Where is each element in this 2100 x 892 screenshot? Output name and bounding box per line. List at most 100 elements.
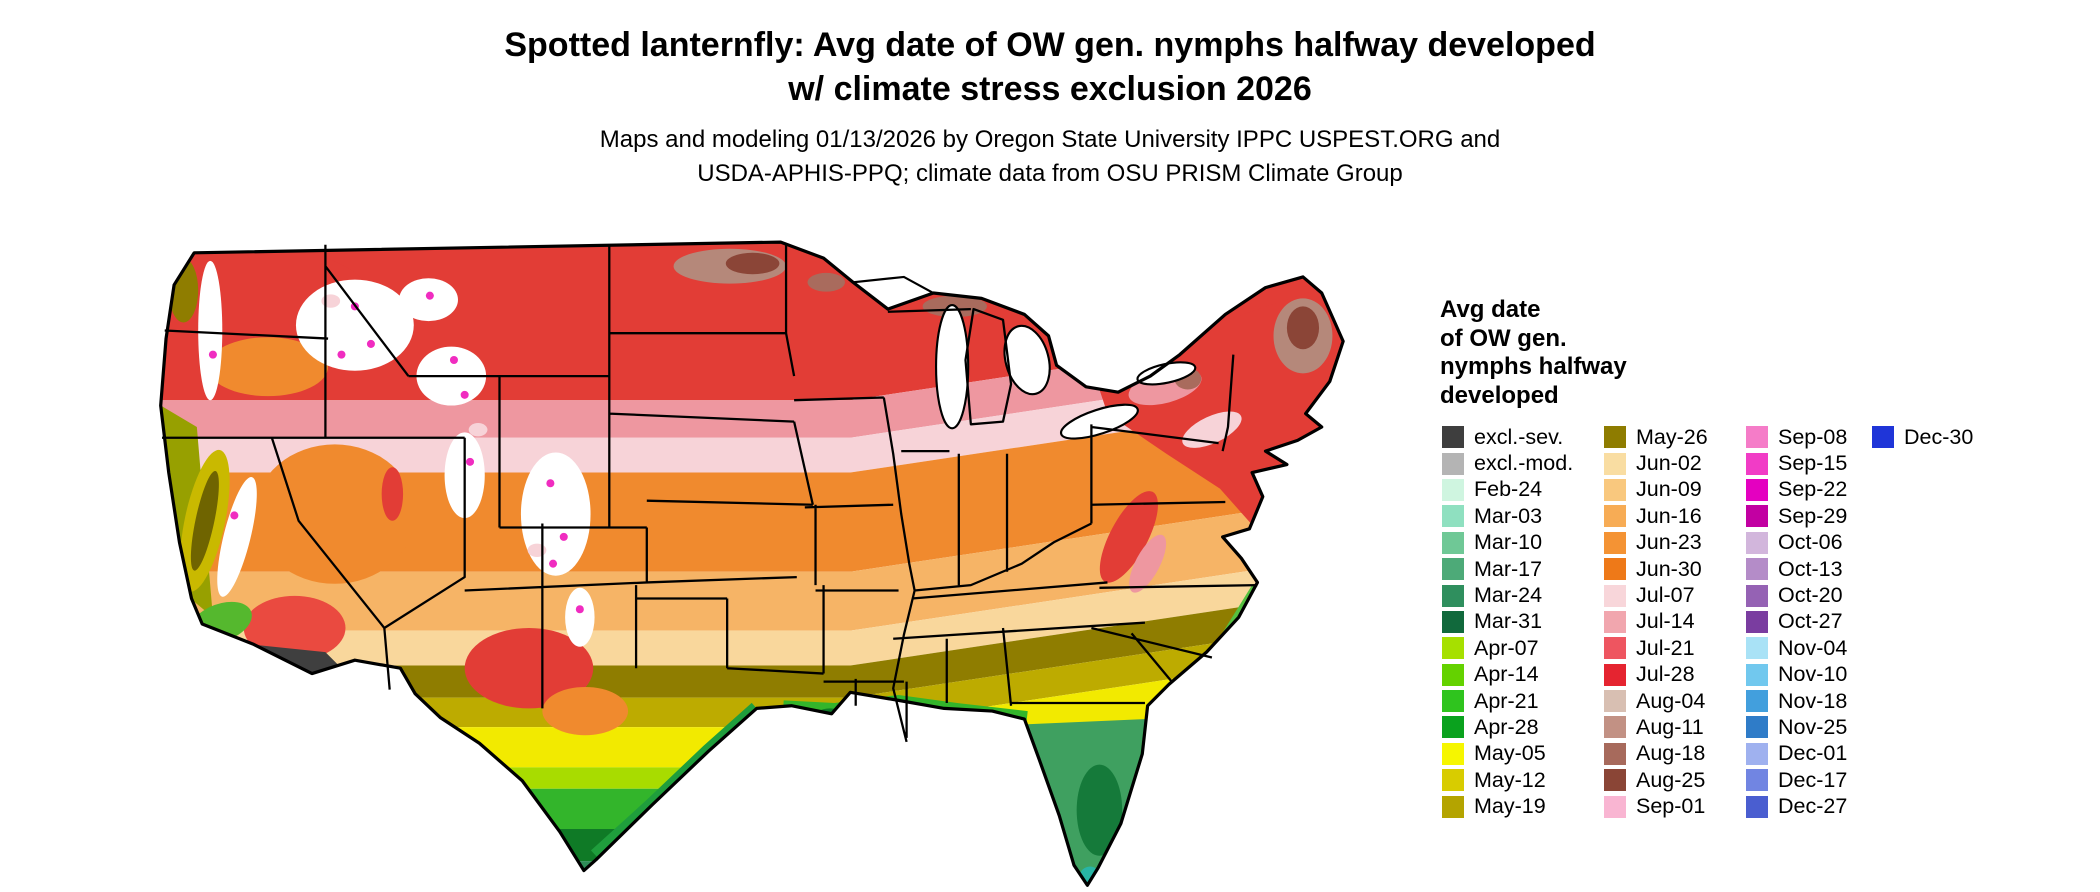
legend-swatch (1442, 716, 1464, 739)
legend-item-label: Jun-16 (1636, 503, 1702, 528)
legend-swatch (1604, 769, 1626, 792)
legend-item: Apr-14 (1442, 662, 1573, 688)
legend-item: excl.-mod. (1442, 450, 1573, 476)
legend-item: Sep-29 (1746, 503, 1847, 529)
legend-item-label: Apr-07 (1474, 635, 1539, 660)
legend-item-label: Sep-15 (1778, 451, 1848, 476)
legend-swatch (1604, 505, 1626, 528)
legend-swatch (1746, 505, 1768, 528)
legend-item: Oct-27 (1746, 609, 1847, 635)
legend-swatch (1604, 795, 1626, 818)
legend-item: Feb-24 (1442, 477, 1573, 503)
legend-item: Jul-21 (1604, 635, 1708, 661)
legend-item-label: May-19 (1474, 794, 1546, 819)
legend-title-line2: of OW gen. (1440, 324, 1567, 352)
legend-item-label: Mar-24 (1474, 583, 1543, 608)
legend-column-4: Dec-30 (1872, 424, 1973, 450)
legend-item-label: Oct-27 (1778, 609, 1843, 634)
legend-swatch (1746, 558, 1768, 581)
legend-swatch (1872, 426, 1894, 449)
legend-item-label: excl.-mod. (1474, 451, 1574, 476)
legend-item: Aug-18 (1604, 741, 1708, 767)
legend-item-label: Sep-01 (1636, 794, 1706, 819)
legend-item-label: Jun-30 (1636, 556, 1702, 581)
legend-swatch (1746, 452, 1768, 475)
us-map-container (154, 226, 1386, 892)
legend-swatch (1442, 795, 1464, 818)
legend-item: Nov-18 (1746, 688, 1847, 714)
legend-swatch (1442, 769, 1464, 792)
state-borders (162, 244, 1258, 743)
map-pink-fringe (321, 294, 547, 557)
legend-item-label: Mar-17 (1474, 556, 1543, 581)
legend-swatch (1604, 478, 1626, 501)
legend-item: Sep-01 (1604, 793, 1708, 819)
legend-swatch (1746, 716, 1768, 739)
legend-item: Jun-23 (1604, 530, 1708, 556)
legend-item-label: Jun-23 (1636, 530, 1702, 555)
map-west-region (160, 250, 629, 736)
legend-swatch (1442, 742, 1464, 765)
legend-title: Avg date of OW gen. nymphs halfway devel… (1440, 296, 1627, 410)
legend-swatch (1604, 742, 1626, 765)
legend-item: Jun-02 (1604, 450, 1708, 476)
legend-swatch (1604, 663, 1626, 686)
legend-item: May-19 (1442, 793, 1573, 819)
legend-swatch (1746, 769, 1768, 792)
legend-item: Mar-31 (1442, 609, 1573, 635)
legend-item: Mar-03 (1442, 503, 1573, 529)
legend-item: Nov-04 (1746, 635, 1847, 661)
legend-item-label: Jul-28 (1636, 662, 1695, 687)
legend-item-label: Oct-13 (1778, 556, 1843, 581)
legend-item-label: Jul-07 (1636, 583, 1695, 608)
legend-swatch (1442, 426, 1464, 449)
legend-item: Sep-08 (1746, 424, 1847, 450)
legend-swatch (1604, 452, 1626, 475)
legend-swatch (1746, 742, 1768, 765)
legend-item: Jul-14 (1604, 609, 1708, 635)
legend-item-label: Apr-28 (1474, 714, 1539, 739)
legend-swatch (1746, 531, 1768, 554)
legend-item-label: Nov-10 (1778, 662, 1848, 687)
legend-column-3: Sep-08 Sep-15 Sep-22 Sep-29 Oct-06 Oct-13 Oct-… (1746, 424, 1847, 820)
legend-item-label: Nov-18 (1778, 688, 1848, 713)
map-outline (159, 240, 1345, 887)
legend-item-label: Dec-30 (1904, 424, 1974, 449)
legend-swatch (1442, 452, 1464, 475)
legend-item: Mar-17 (1442, 556, 1573, 582)
legend-item: Jul-07 (1604, 582, 1708, 608)
legend-item: Jun-09 (1604, 477, 1708, 503)
legend-item: Nov-10 (1746, 662, 1847, 688)
legend-swatch (1746, 795, 1768, 818)
legend-swatch (1442, 637, 1464, 660)
legend-swatch (1746, 584, 1768, 607)
legend-item-label: Aug-04 (1636, 688, 1706, 713)
legend-swatch (1746, 478, 1768, 501)
us-map (159, 240, 1345, 887)
legend-item: Aug-11 (1604, 714, 1708, 740)
legend-item-label: Dec-27 (1778, 794, 1848, 819)
legend-item: Sep-22 (1746, 477, 1847, 503)
legend-swatch (1442, 663, 1464, 686)
legend-swatch (1604, 716, 1626, 739)
page-title-line2: w/ climate stress exclusion 2026 (788, 70, 1312, 108)
legend-item: Jul-28 (1604, 662, 1708, 688)
legend-swatch (1604, 531, 1626, 554)
legend-swatch (1746, 426, 1768, 449)
legend-item-label: May-05 (1474, 741, 1546, 766)
legend-item-label: Mar-10 (1474, 530, 1543, 555)
legend-item: Jun-30 (1604, 556, 1708, 582)
legend-item: May-12 (1442, 767, 1573, 793)
legend-item-label: Oct-20 (1778, 583, 1843, 608)
legend-item: Oct-13 (1746, 556, 1847, 582)
legend-swatch (1604, 690, 1626, 713)
legend-swatch (1442, 690, 1464, 713)
legend-item: Jun-16 (1604, 503, 1708, 529)
legend-item: Apr-21 (1442, 688, 1573, 714)
legend-item: Dec-17 (1746, 767, 1847, 793)
page-subtitle-line1: Maps and modeling 01/13/2026 by Oregon S… (599, 126, 1501, 153)
legend-swatch (1604, 426, 1626, 449)
legend-item-label: Aug-18 (1636, 741, 1706, 766)
legend-item-label: Jun-02 (1636, 451, 1702, 476)
